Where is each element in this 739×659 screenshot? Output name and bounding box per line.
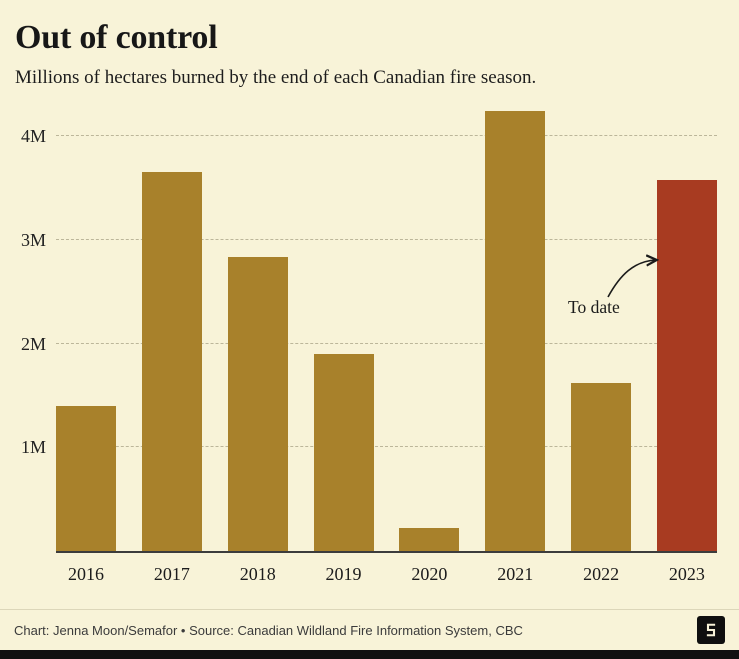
chart-subtitle: Millions of hectares burned by the end o… <box>15 67 537 89</box>
chart-header: Out of control Millions of hectares burn… <box>0 0 739 89</box>
bar-2021 <box>485 111 546 551</box>
gridline-3M <box>56 238 717 240</box>
gridline-2M <box>56 342 717 344</box>
footer-credit: Chart: Jenna Moon/Semafor • Source: Cana… <box>14 622 523 638</box>
x-tick-2021: 2021 <box>497 563 534 584</box>
x-tick-2022: 2022 <box>583 563 620 584</box>
footer: Chart: Jenna Moon/Semafor • Source: Cana… <box>0 609 739 650</box>
bar-2018 <box>227 257 288 551</box>
bar-2019 <box>313 353 374 551</box>
x-tick-2017: 2017 <box>153 563 190 584</box>
x-tick-2023: 2023 <box>668 563 705 584</box>
semafor-s-glyph <box>706 623 716 637</box>
y-tick-1M: 1M <box>20 437 46 458</box>
x-tick-2016: 2016 <box>68 563 104 584</box>
y-tick-2M: 2M <box>20 333 46 354</box>
x-tick-2020: 2020 <box>411 563 448 584</box>
x-tick-2018: 2018 <box>239 563 276 584</box>
gridline-4M <box>56 135 717 137</box>
bar-2016 <box>56 405 116 551</box>
bar-2022 <box>571 382 632 551</box>
bar-chart: 1M 2M 3M 4M To date <box>14 105 717 553</box>
x-tick-2019: 2019 <box>325 563 362 584</box>
bottom-bar <box>0 650 739 659</box>
x-axis: 2016 2017 2018 2019 2020 2021 2022 2023 <box>56 553 717 585</box>
gridline-1M <box>56 446 717 448</box>
to-date-label: To date <box>568 296 620 317</box>
y-tick-4M: 4M <box>20 126 46 147</box>
semafor-logo-icon <box>697 616 725 644</box>
y-tick-3M: 3M <box>20 229 46 250</box>
bar-2020 <box>399 528 460 551</box>
to-date-arrow-icon <box>607 251 664 298</box>
plot-area: To date <box>56 105 717 553</box>
bar-2023 <box>656 179 717 551</box>
chart-title: Out of control <box>15 19 218 56</box>
bar-2017 <box>141 172 202 551</box>
y-axis: 1M 2M 3M 4M <box>14 105 56 551</box>
